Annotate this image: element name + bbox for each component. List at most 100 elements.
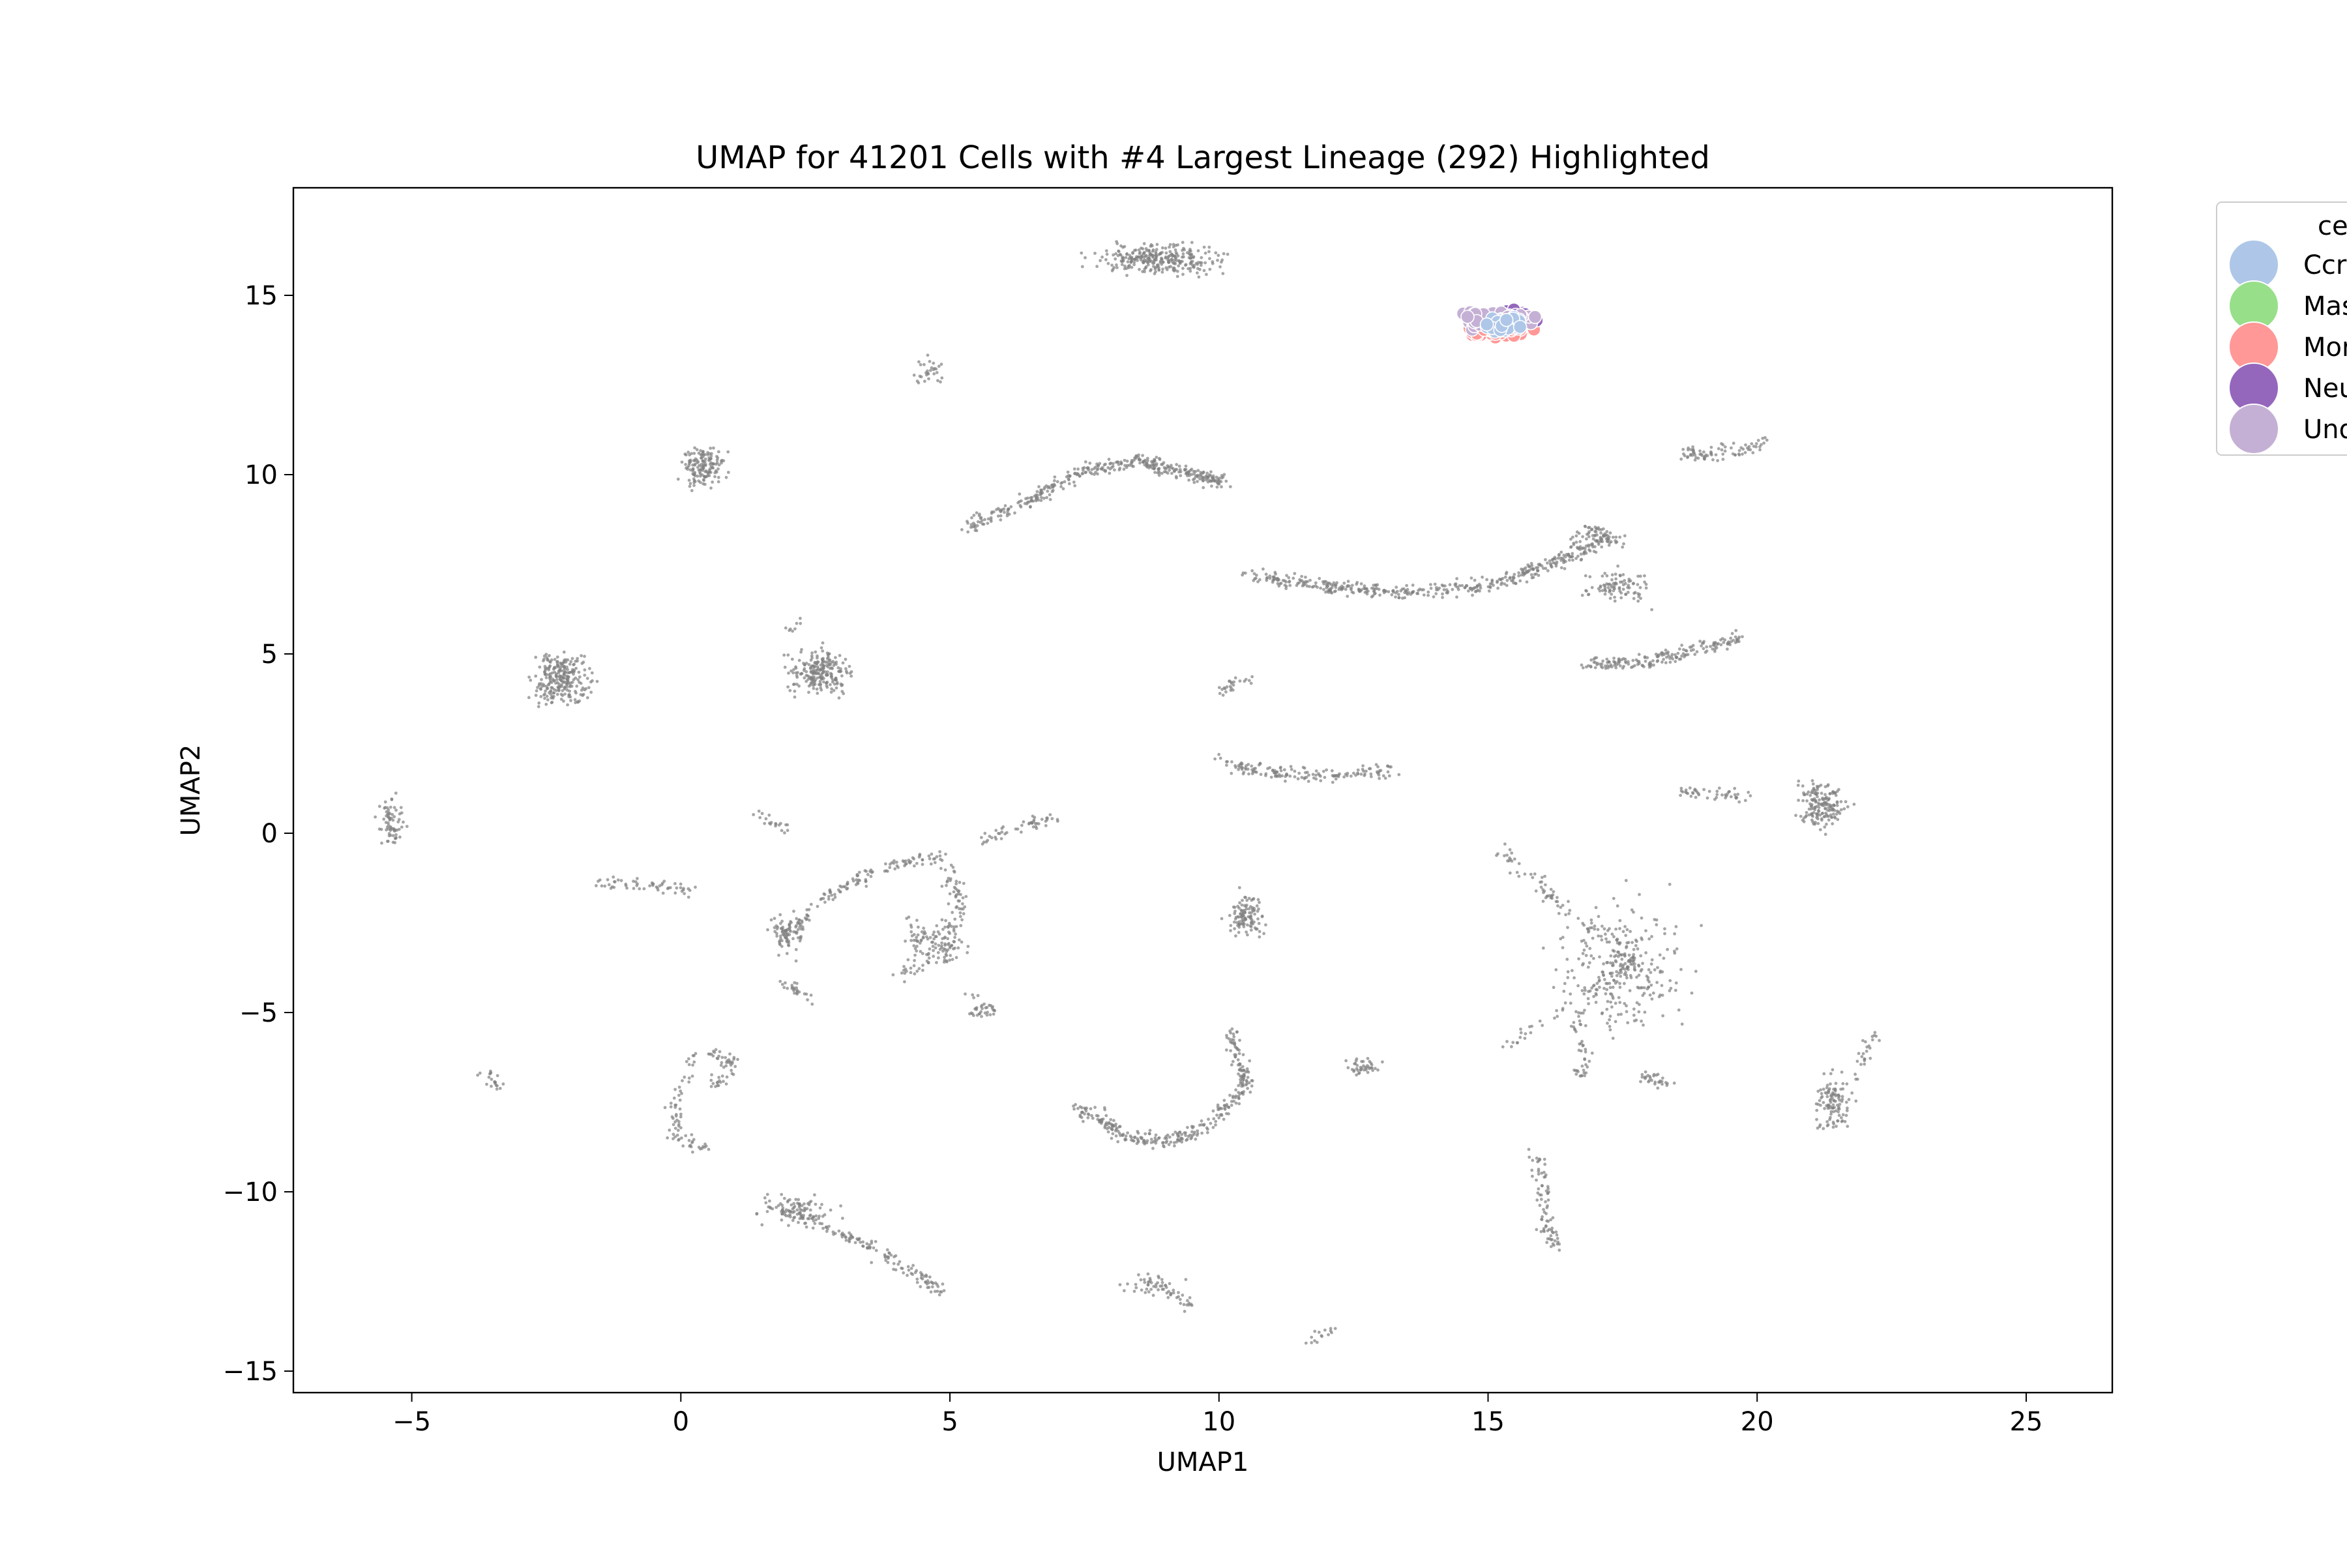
background-point [1605, 530, 1608, 533]
background-point [1175, 1140, 1178, 1144]
background-point [406, 825, 409, 828]
background-point [672, 1123, 675, 1127]
background-point [951, 944, 954, 947]
background-point [839, 891, 842, 894]
background-point [1657, 1072, 1660, 1076]
background-point [1624, 582, 1627, 585]
background-point [1765, 439, 1769, 442]
background-point [718, 464, 721, 467]
background-point [1225, 1112, 1228, 1116]
background-point [1472, 587, 1475, 590]
background-point [1541, 876, 1544, 879]
background-point [1226, 253, 1230, 256]
background-point [1144, 460, 1147, 463]
background-point [1729, 637, 1732, 640]
background-point [1230, 1104, 1233, 1107]
background-point [1664, 661, 1668, 664]
background-point [761, 812, 764, 815]
background-point [1550, 1238, 1553, 1241]
background-point [1543, 1230, 1546, 1234]
background-point [1533, 573, 1537, 576]
background-point [1215, 476, 1218, 479]
background-point [1701, 642, 1704, 645]
background-point [1619, 574, 1622, 577]
background-point [566, 688, 569, 692]
background-point [567, 672, 570, 675]
background-point [1290, 768, 1293, 771]
background-point [1539, 1204, 1542, 1207]
background-point [1255, 574, 1258, 577]
background-point [1107, 262, 1110, 265]
background-point [1626, 966, 1629, 969]
background-point [1602, 987, 1606, 990]
background-point [1764, 436, 1767, 439]
background-point [1709, 645, 1712, 648]
background-point [1173, 1144, 1176, 1147]
background-point [1595, 1001, 1598, 1004]
background-point [1715, 790, 1719, 793]
background-point [1590, 986, 1593, 990]
background-point [1618, 919, 1621, 923]
background-point [952, 891, 956, 894]
background-point [1836, 804, 1839, 807]
background-point [703, 475, 707, 479]
background-point [793, 696, 797, 699]
background-point [1503, 854, 1506, 857]
background-point [675, 887, 679, 890]
background-point [1200, 1132, 1203, 1135]
background-point [1665, 656, 1668, 659]
background-point [1744, 799, 1747, 802]
background-point [1584, 547, 1587, 550]
background-point [1391, 589, 1395, 593]
background-point [1188, 248, 1192, 251]
background-point [1583, 551, 1586, 554]
background-point [672, 1132, 675, 1136]
background-point [1275, 771, 1278, 774]
background-point [1547, 1198, 1550, 1202]
background-point [1045, 816, 1048, 820]
background-point [394, 837, 397, 840]
background-point [1513, 573, 1516, 576]
background-point [1181, 249, 1184, 252]
background-point [1164, 1135, 1168, 1138]
background-point [632, 887, 636, 890]
background-point [903, 980, 906, 983]
background-point [1068, 482, 1071, 486]
background-point [692, 484, 696, 487]
background-point [1565, 958, 1569, 961]
background-point [1248, 679, 1251, 682]
background-point [666, 1136, 669, 1140]
background-point [885, 869, 888, 872]
background-point [1148, 1132, 1151, 1136]
background-point [719, 1081, 722, 1084]
background-point [1612, 986, 1615, 989]
background-point [820, 666, 823, 670]
background-point [1610, 1005, 1614, 1009]
background-point [1825, 803, 1829, 806]
background-point [978, 514, 981, 518]
background-cluster [1305, 1327, 1337, 1344]
background-point [1751, 451, 1754, 454]
background-point [1825, 1092, 1829, 1095]
background-point [1601, 660, 1604, 663]
background-point [1680, 643, 1683, 647]
background-point [1220, 258, 1224, 261]
background-point [1683, 454, 1687, 458]
background-point [1846, 1125, 1849, 1128]
background-point [1166, 1296, 1170, 1299]
background-point [1644, 1011, 1647, 1014]
background-point [1351, 584, 1354, 587]
background-point [677, 478, 680, 481]
background-point [1327, 1333, 1330, 1337]
background-point [1042, 488, 1046, 491]
background-point [540, 678, 543, 681]
background-point [1123, 467, 1126, 471]
background-point [563, 692, 567, 696]
background-point [687, 464, 690, 467]
background-point [670, 1102, 673, 1105]
background-point [1540, 1172, 1543, 1175]
background-point [1639, 586, 1642, 589]
background-point [1641, 962, 1644, 965]
background-point [1819, 828, 1822, 831]
background-point [1073, 484, 1076, 488]
